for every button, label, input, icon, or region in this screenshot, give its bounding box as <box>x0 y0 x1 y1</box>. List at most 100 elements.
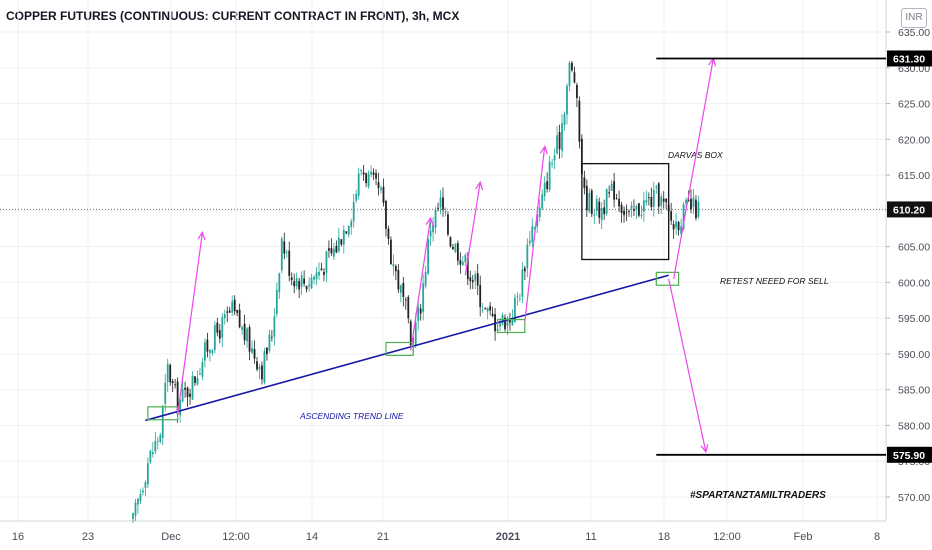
candle-body <box>662 198 665 202</box>
candle-body <box>253 348 256 359</box>
price-tick-label: 600.00 <box>898 277 930 289</box>
candle-body <box>201 362 204 377</box>
candle-body <box>399 285 402 293</box>
candle-body <box>675 221 678 228</box>
candle-body <box>223 314 226 319</box>
candle-body <box>598 201 601 218</box>
candle-body <box>268 334 271 351</box>
candle-body <box>439 197 442 208</box>
candle-body <box>340 239 343 245</box>
candle-body <box>571 62 573 71</box>
candle-body <box>442 197 444 210</box>
candle-body <box>243 323 246 341</box>
watermark-text: #SPARTANZTAMILTRADERS <box>690 490 826 501</box>
grid-lines <box>0 0 886 521</box>
candle-body <box>233 299 236 312</box>
candle-body <box>432 225 434 233</box>
time-tick-label: 2021 <box>496 531 520 543</box>
candle-body <box>447 214 449 235</box>
candle-body <box>372 172 375 175</box>
candle-body <box>335 245 338 253</box>
candle-body <box>647 197 650 199</box>
candle-body <box>362 172 365 175</box>
candle-body <box>593 214 596 216</box>
candle-body <box>650 197 653 207</box>
candle-body <box>414 321 417 346</box>
candle-body <box>318 271 320 276</box>
price-tick-label: 625.00 <box>898 99 930 111</box>
candle-body <box>285 251 288 253</box>
candle-body <box>370 171 372 175</box>
candle-body <box>231 301 234 313</box>
candle-body <box>298 281 301 290</box>
projection-arrow <box>177 232 204 415</box>
retest-box <box>496 318 526 334</box>
candle-body <box>149 450 152 463</box>
candle-body <box>199 373 201 375</box>
price-axis[interactable]: 570.00575.00580.00585.00590.00595.00600.… <box>886 27 932 504</box>
candle-body <box>690 198 692 210</box>
candle-body <box>608 192 611 194</box>
candle-body <box>394 266 397 272</box>
price-tick-label: 580.00 <box>898 420 930 432</box>
candle-body <box>521 269 524 297</box>
candle-body <box>179 399 182 416</box>
candle-body <box>337 237 340 252</box>
candle-body <box>618 198 620 207</box>
candle-body <box>328 248 330 251</box>
candle-body <box>419 308 422 314</box>
candle-body <box>600 208 603 221</box>
candle-body <box>325 251 328 273</box>
projection-arrow <box>410 217 432 351</box>
price-tick-label: 635.00 <box>898 27 930 39</box>
candle-body <box>660 196 663 206</box>
candle-body <box>238 309 241 328</box>
candle-body <box>471 280 474 283</box>
candle-body <box>444 211 447 213</box>
candle-body <box>603 207 606 215</box>
candle-body <box>278 273 281 293</box>
candle-body <box>221 317 224 338</box>
candle-body <box>687 199 690 202</box>
candle-body <box>367 173 370 187</box>
time-tick-label: 23 <box>82 531 94 543</box>
candle-body <box>466 258 469 280</box>
candle-body <box>486 307 489 312</box>
candle-body <box>218 330 221 339</box>
time-tick-label: 11 <box>585 531 596 543</box>
candle-body <box>263 351 266 383</box>
candle-body <box>313 276 315 280</box>
candle-body <box>677 222 680 231</box>
currency-button[interactable]: INR <box>901 8 927 28</box>
candle-body <box>151 452 154 455</box>
price-label-text: 575.90 <box>893 450 925 462</box>
retest-box <box>385 341 414 356</box>
candle-body <box>251 348 253 353</box>
candle-body <box>280 238 283 271</box>
candle-body <box>613 181 616 200</box>
candle-body <box>365 173 368 184</box>
price-label-box <box>887 50 932 67</box>
candle-body <box>682 204 685 230</box>
candle-body <box>186 387 189 398</box>
candle-body <box>583 177 586 189</box>
candle-body <box>655 186 658 188</box>
time-axis[interactable]: 16 23 Dec 12:00 14 21 2021 11 18 12:00 Feb 8 <box>12 531 880 543</box>
candle-body <box>402 282 405 297</box>
candle-body <box>350 221 353 228</box>
candle-body <box>300 275 303 287</box>
price-tick-label: 570.00 <box>898 492 930 504</box>
time-tick-label: Feb <box>794 531 813 543</box>
candle-body <box>692 197 695 208</box>
candle-body <box>226 311 229 313</box>
candle-body <box>489 306 492 311</box>
candle-body <box>638 203 640 216</box>
candle-body <box>132 513 134 520</box>
ascending-trend-line <box>145 274 669 422</box>
candle-body <box>551 163 554 165</box>
time-tick-label: Dec <box>161 531 181 543</box>
projection-arrow <box>673 58 714 279</box>
arrow-head <box>425 216 434 226</box>
candle-body <box>610 183 613 191</box>
